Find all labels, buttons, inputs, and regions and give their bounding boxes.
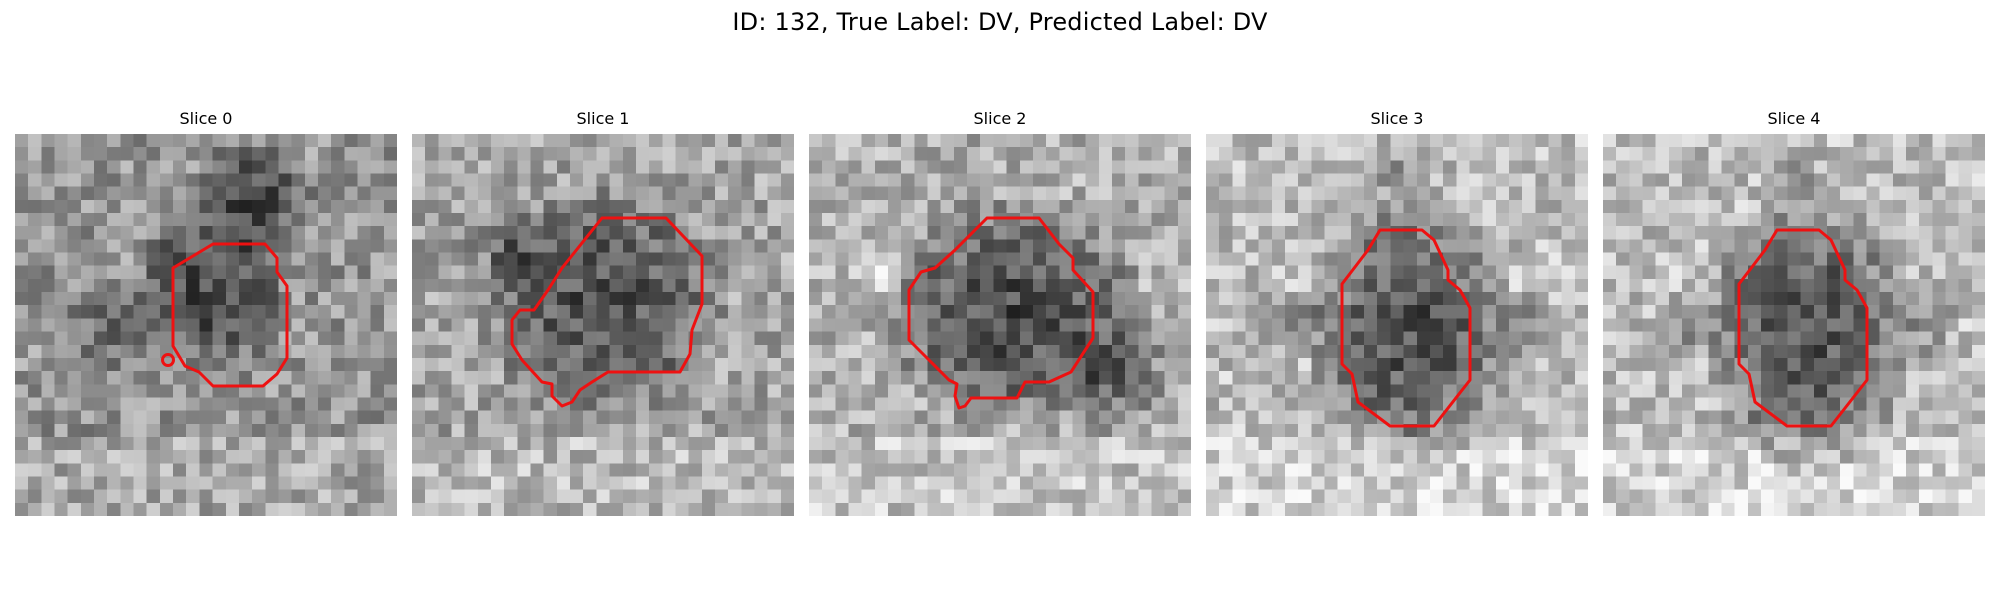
slice-panel-1: Slice 1 (412, 108, 794, 516)
slice-title: Slice 2 (973, 109, 1027, 128)
slice-panel-0: Slice 0 (15, 108, 397, 516)
slice-image (1206, 134, 1588, 516)
slice-title: Slice 3 (1370, 109, 1424, 128)
slice-image (15, 134, 397, 516)
slice-title: Slice 1 (576, 109, 630, 128)
figure-title: ID: 132, True Label: DV, Predicted Label… (732, 8, 1268, 36)
slice-panel-3: Slice 3 (1206, 108, 1588, 516)
contour-outline (1340, 228, 1472, 428)
segmentation-contour (1737, 228, 1869, 428)
contour-outline (510, 216, 704, 408)
contour-outline (907, 216, 1095, 410)
slice-panel-4: Slice 4 (1603, 108, 1985, 516)
slice-image (412, 134, 794, 516)
slice-image (809, 134, 1191, 516)
contour-outline (1737, 228, 1869, 428)
slice-panel-2: Slice 2 (809, 108, 1191, 516)
contour-outline (171, 242, 289, 388)
slice-title: Slice 0 (179, 109, 233, 128)
segmentation-contour (1340, 228, 1472, 428)
slice-title: Slice 4 (1767, 109, 1821, 128)
contour-small-blob (161, 353, 175, 367)
slice-image (1603, 134, 1985, 516)
segmentation-contour (161, 242, 289, 388)
segmentation-contour (907, 216, 1095, 410)
segmentation-contour (510, 216, 704, 408)
